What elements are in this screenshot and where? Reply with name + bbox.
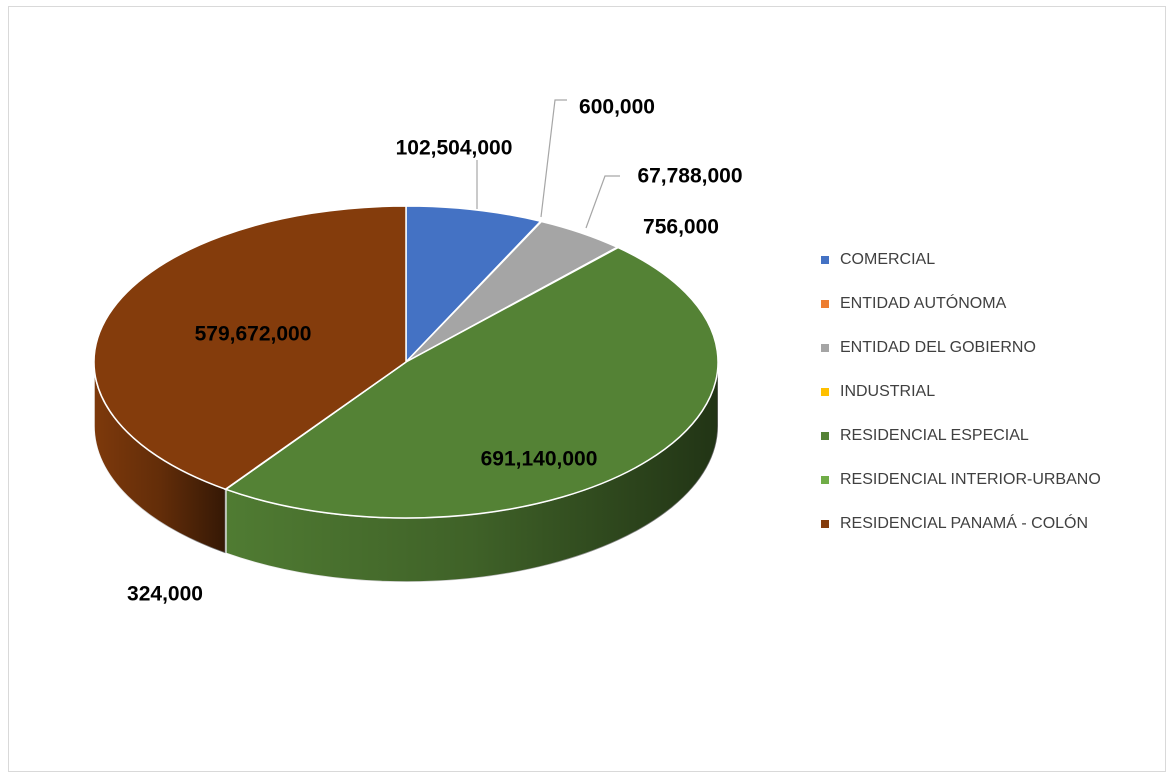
legend-label: ENTIDAD DEL GOBIERNO bbox=[840, 339, 1036, 356]
legend-swatch bbox=[821, 476, 829, 484]
slice-residencial-especial bbox=[224, 246, 719, 519]
legend-swatch bbox=[821, 256, 829, 264]
legend-swatch bbox=[821, 432, 829, 440]
legend-item-entidad-del-gobierno: ENTIDAD DEL GOBIERNO bbox=[821, 339, 1036, 356]
legend-item-residencial-especial: RESIDENCIAL ESPECIAL bbox=[821, 427, 1029, 444]
legend-swatch bbox=[821, 300, 829, 308]
slice-side-shade-residencial-panama-colon bbox=[94, 362, 226, 554]
legend-label: RESIDENCIAL PANAMÁ - COLÓN bbox=[840, 513, 1088, 532]
legend-swatch bbox=[821, 388, 829, 396]
slice-side-shade-residencial-especial bbox=[225, 362, 718, 582]
legend-swatch bbox=[821, 520, 829, 528]
slice-residencial-panama-colon bbox=[93, 205, 407, 491]
data-label-entidad-del-gobierno: 67,788,000 bbox=[637, 165, 742, 188]
data-label-comercial: 102,504,000 bbox=[396, 137, 513, 160]
legend-item-comercial: COMERCIAL bbox=[821, 251, 935, 268]
legend-item-entidad-autonoma: ENTIDAD AUTÓNOMA bbox=[821, 293, 1007, 312]
legend: COMERCIAL ENTIDAD AUTÓNOMA ENTIDAD DEL GOB… bbox=[821, 251, 1101, 532]
legend-swatch bbox=[821, 344, 829, 352]
leader-line bbox=[585, 175, 620, 229]
data-label-residencial-especial: 691,140,000 bbox=[481, 448, 598, 471]
leader-line bbox=[540, 99, 567, 218]
legend-label: ENTIDAD AUTÓNOMA bbox=[840, 293, 1007, 312]
pie-slices bbox=[93, 205, 719, 519]
data-label-residencial-interior-urbano: 324,000 bbox=[127, 583, 203, 606]
legend-item-residencial-panama-colon: RESIDENCIAL PANAMÁ - COLÓN bbox=[821, 513, 1088, 532]
legend-label: COMERCIAL bbox=[840, 251, 935, 268]
data-label-entidad-autonoma: 600,000 bbox=[579, 96, 655, 119]
slice-comercial bbox=[405, 205, 543, 364]
legend-label: RESIDENCIAL ESPECIAL bbox=[840, 427, 1029, 444]
data-label-industrial: 756,000 bbox=[643, 216, 719, 239]
legend-label: INDUSTRIAL bbox=[840, 383, 935, 400]
legend-item-residencial-interior-urbano: RESIDENCIAL INTERIOR-URBANO bbox=[821, 471, 1101, 488]
data-labels: 102,504,000 600,000 67,788,000 756,000 691,1… bbox=[127, 96, 743, 606]
legend-label: RESIDENCIAL INTERIOR-URBANO bbox=[840, 471, 1101, 488]
legend-item-industrial: INDUSTRIAL bbox=[821, 383, 935, 400]
data-label-residencial-panama-colon: 579,672,000 bbox=[195, 323, 312, 346]
leader-lines bbox=[476, 99, 620, 229]
